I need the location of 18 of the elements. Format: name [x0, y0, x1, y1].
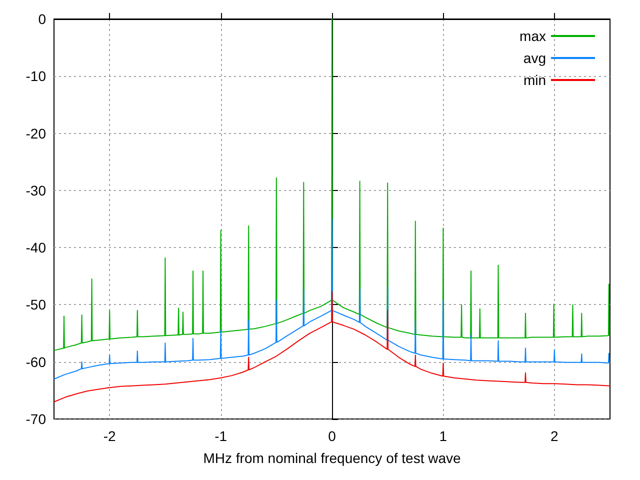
- line-series: [54, 291, 610, 402]
- y-tick-label: -10: [26, 68, 46, 84]
- x-tick-label: 2: [550, 428, 558, 444]
- legend-label: avg: [523, 50, 546, 66]
- y-tick-label: -70: [26, 411, 46, 427]
- legend-label: min: [523, 72, 546, 88]
- x-axis-title: MHz from nominal frequency of test wave: [203, 450, 461, 466]
- x-tick-label: -2: [103, 428, 116, 444]
- y-tick-label: -60: [26, 354, 46, 370]
- y-tick-label: 0: [38, 11, 46, 27]
- y-tick-label: -30: [26, 182, 46, 198]
- y-tick-label: -20: [26, 125, 46, 142]
- y-tick-label: -50: [26, 296, 46, 313]
- x-tick-label: 0: [328, 428, 336, 444]
- y-tick-label: -40: [26, 240, 46, 256]
- x-tick-label: 1: [439, 428, 448, 444]
- legend-label: max: [520, 28, 546, 44]
- x-tick-label: -1: [214, 428, 228, 444]
